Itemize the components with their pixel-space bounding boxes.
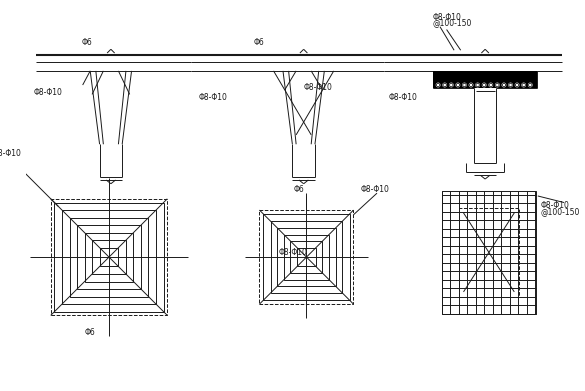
Bar	[459, 208, 519, 297]
Text: Φ8-Φ10: Φ8-Φ10	[34, 88, 63, 97]
Bar	[433, 71, 537, 88]
Text: @100-150: @100-150	[432, 18, 472, 27]
Bar	[271, 221, 342, 293]
Text: Φ8-Φ10: Φ8-Φ10	[541, 201, 569, 210]
Circle shape	[463, 83, 466, 87]
Text: Φ8-Φ10: Φ8-Φ10	[0, 149, 21, 158]
Text: Φ6: Φ6	[85, 328, 95, 337]
Bar	[92, 240, 126, 274]
Text: Φ8-Φ10: Φ8-Φ10	[304, 83, 332, 92]
Bar	[62, 210, 156, 304]
Circle shape	[469, 83, 473, 87]
Bar	[85, 233, 133, 282]
Bar	[77, 225, 141, 289]
Bar	[291, 241, 322, 273]
Circle shape	[483, 83, 486, 87]
Circle shape	[515, 83, 519, 87]
Text: @100-150: @100-150	[541, 208, 580, 217]
Bar	[260, 210, 353, 304]
Circle shape	[436, 83, 440, 87]
Bar	[51, 199, 167, 316]
Bar	[284, 235, 329, 280]
Bar	[277, 228, 336, 286]
Circle shape	[495, 83, 499, 87]
Bar	[263, 214, 350, 300]
Text: Φ6: Φ6	[294, 185, 304, 194]
Circle shape	[489, 83, 493, 87]
Circle shape	[529, 83, 532, 87]
Circle shape	[443, 83, 446, 87]
Text: Φ8-Φ10: Φ8-Φ10	[198, 93, 227, 102]
Text: Φ8-Φ10: Φ8-Φ10	[278, 248, 307, 257]
Bar	[99, 248, 118, 267]
Text: Φ6: Φ6	[82, 38, 93, 47]
Circle shape	[509, 83, 512, 87]
Circle shape	[450, 83, 453, 87]
Text: Φ8-Φ10: Φ8-Φ10	[388, 93, 417, 102]
Text: Φ6: Φ6	[254, 38, 265, 47]
Bar	[70, 218, 149, 297]
Circle shape	[456, 83, 460, 87]
Bar	[297, 248, 316, 267]
Circle shape	[476, 83, 479, 87]
Circle shape	[522, 83, 525, 87]
Bar	[442, 191, 536, 314]
Bar	[54, 203, 164, 312]
Circle shape	[503, 83, 505, 87]
Text: Φ8-Φ10: Φ8-Φ10	[432, 13, 462, 22]
Text: Φ8-Φ10: Φ8-Φ10	[361, 185, 390, 194]
